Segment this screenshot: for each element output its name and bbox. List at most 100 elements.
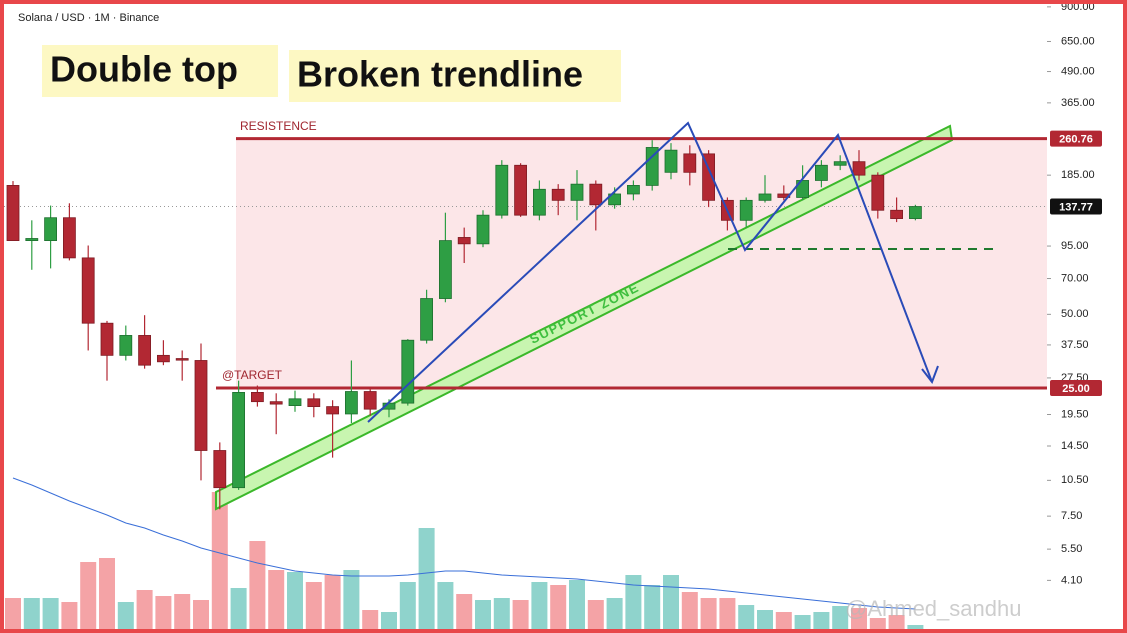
- candle-body: [758, 193, 772, 201]
- candle-body: [232, 392, 246, 489]
- candle-body: [551, 188, 565, 201]
- volume-layer: [5, 477, 924, 633]
- target-price-box: [1050, 380, 1102, 397]
- candle-body: [100, 322, 114, 356]
- volume-bar: [155, 596, 172, 633]
- y-tick-label: 7.50: [1061, 510, 1082, 522]
- volume-bar: [644, 585, 661, 633]
- y-tick-label: 10.50: [1061, 474, 1089, 486]
- volume-bar: [230, 588, 247, 633]
- candle-body: [608, 193, 621, 206]
- volume-bar: [305, 582, 322, 633]
- candle-body: [288, 398, 302, 407]
- candle-body: [589, 183, 603, 206]
- y-tick-label: 5.50: [1061, 543, 1082, 555]
- volume-bar: [362, 610, 379, 633]
- candle-body: [438, 240, 452, 299]
- axis-panel: [1047, 0, 1127, 633]
- range-zone: [236, 138, 1047, 389]
- candle-body: [476, 214, 490, 245]
- volume-bar: [813, 612, 830, 633]
- candle-body: [81, 257, 95, 324]
- volume-bar: [775, 612, 792, 633]
- candle-layer: RESISTENCE @TARGET: [6, 119, 1047, 510]
- candle-body: [514, 164, 527, 216]
- zone-layer: [0, 138, 1047, 389]
- candle-body: [890, 209, 903, 219]
- volume-bar: [99, 558, 115, 633]
- target-price: 25.00: [1062, 383, 1090, 395]
- volume-bar: [249, 541, 266, 633]
- volume-bar: [287, 572, 303, 633]
- watermark: @Ahmed_sandhu: [845, 596, 1021, 621]
- volume-bar: [832, 606, 849, 633]
- y-tick-label: 490.00: [1061, 65, 1095, 77]
- candle-body: [138, 335, 152, 366]
- y-tick-label: 4.10: [1061, 574, 1082, 586]
- y-tick-label: 365.00: [1061, 97, 1095, 109]
- volume-bar: [700, 598, 717, 633]
- volume-bar: [757, 610, 773, 633]
- candle-body: [739, 199, 753, 221]
- y-tick-label: 19.50: [1061, 408, 1089, 420]
- y-tick-label: 50.00: [1061, 308, 1089, 320]
- resistance-price: 260.76: [1059, 134, 1093, 146]
- candle-body: [683, 153, 697, 173]
- volume-bar: [738, 605, 755, 633]
- candle-body: [363, 391, 377, 410]
- volume-bar: [23, 598, 40, 633]
- candle-body: [6, 185, 20, 241]
- y-tick-label: 14.50: [1061, 440, 1089, 452]
- candle-body: [796, 180, 809, 198]
- candle-body: [420, 298, 434, 341]
- volume-bar: [851, 608, 867, 633]
- pattern-line: [367, 121, 933, 423]
- volume-bar: [719, 598, 736, 633]
- volume-bar: [381, 612, 397, 633]
- volume-bar: [437, 582, 454, 633]
- volume-bar: [211, 492, 228, 633]
- volume-bar: [681, 592, 698, 633]
- y-tick-label: 185.00: [1061, 169, 1095, 181]
- double-top-label: Double top: [50, 49, 238, 90]
- target-label: @TARGET: [222, 368, 283, 382]
- candle-body: [119, 335, 133, 356]
- candle-body: [852, 161, 866, 176]
- candle-body: [871, 174, 885, 211]
- volume-bar: [663, 575, 679, 633]
- volume-bar: [399, 582, 416, 633]
- volume-bar: [117, 602, 134, 633]
- y-tick-label: 95.00: [1061, 240, 1089, 252]
- volume-bar: [343, 570, 360, 633]
- candle-body: [495, 164, 509, 216]
- candle-body: [702, 153, 715, 201]
- volume-bar: [587, 600, 604, 633]
- candle-body: [156, 354, 170, 363]
- volume-bar: [193, 600, 209, 633]
- volume-bar: [475, 600, 491, 633]
- resistance-label: RESISTENCE: [240, 119, 317, 133]
- candle-body: [533, 188, 546, 216]
- candle-body: [815, 164, 828, 181]
- volume-bar: [324, 575, 341, 633]
- volume-bar: [493, 598, 510, 633]
- label-box: [42, 45, 278, 97]
- chart-title: Solana / USD · 1M · Binance: [18, 12, 159, 24]
- candle-body: [269, 401, 283, 405]
- volume-bar: [888, 615, 905, 633]
- candle-body: [250, 392, 264, 403]
- candle-body: [307, 398, 321, 408]
- candle-body: [326, 406, 340, 415]
- candle-body: [44, 217, 57, 241]
- volume-bar: [136, 590, 153, 633]
- volume-bar: [456, 594, 473, 633]
- candle-body: [645, 147, 659, 186]
- volume-bar: [606, 598, 623, 633]
- volume-bar: [5, 598, 21, 633]
- label-box: [289, 50, 621, 102]
- candle-body: [401, 339, 415, 404]
- y-tick-label: 70.00: [1061, 272, 1089, 284]
